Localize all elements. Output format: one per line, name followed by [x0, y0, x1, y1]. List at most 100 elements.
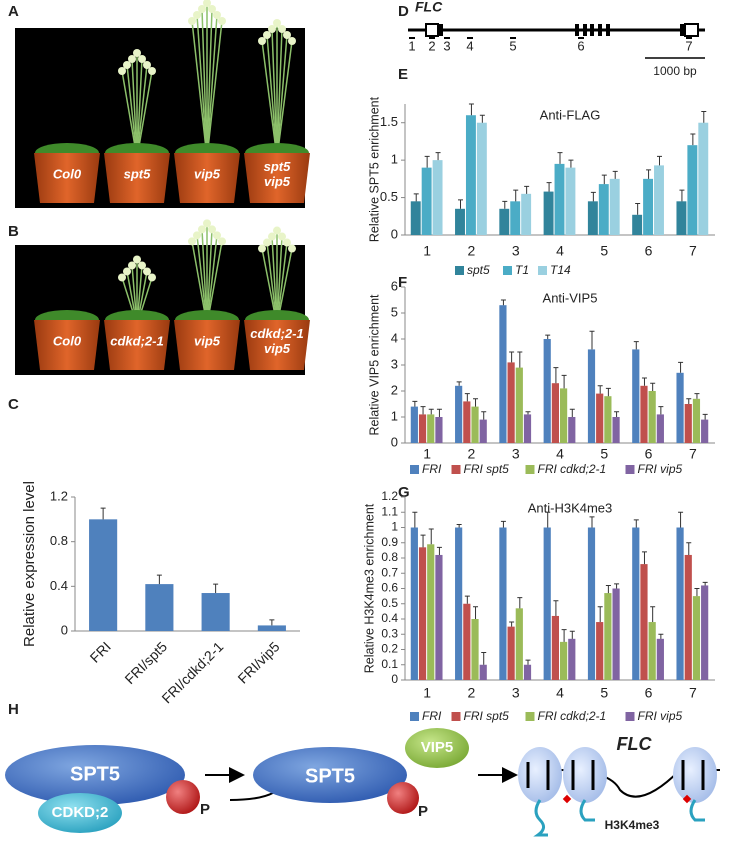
error-bar [509, 351, 515, 363]
panel-letter: G [398, 484, 410, 501]
bar [471, 619, 479, 680]
cdkd [38, 793, 122, 833]
legend-swatch [525, 712, 535, 721]
legend-label: FRI cdkd;2-1 [538, 462, 607, 476]
error-bar [464, 595, 470, 604]
error-bar [428, 528, 434, 545]
bar [604, 593, 612, 680]
error-bar [589, 330, 595, 350]
error-bar [561, 629, 567, 642]
bar [455, 385, 463, 443]
y-tick-label: 1 [391, 152, 398, 167]
error-bar [481, 411, 487, 420]
bar [499, 208, 510, 235]
error-bar [436, 546, 442, 555]
error-bar [690, 133, 696, 146]
y-tick-label: 2 [391, 382, 398, 397]
primer-label: 5 [509, 38, 516, 53]
primer-label: 2 [428, 38, 435, 53]
x-tick-label: 3 [512, 446, 520, 462]
x-tick-label: 5 [600, 446, 608, 462]
error-bar [597, 385, 603, 394]
flower [133, 255, 141, 264]
flower [258, 37, 266, 45]
error-bar [557, 152, 563, 164]
bar [479, 664, 487, 680]
error-bar [686, 542, 692, 555]
bar [676, 527, 684, 680]
plant-label: Col0 [53, 333, 82, 348]
bar [692, 596, 701, 680]
primer-label: 4 [466, 38, 473, 53]
stem [196, 14, 208, 159]
x-tick-label: 6 [645, 243, 653, 259]
panel-letter: F [398, 274, 407, 291]
x-tick-label: 6 [645, 685, 653, 701]
bar [648, 391, 656, 443]
x-tick-label: 2 [468, 446, 476, 462]
error-bar [658, 633, 664, 639]
x-tick-label: 7 [689, 243, 697, 259]
bar [609, 178, 620, 235]
bar [427, 544, 435, 680]
error-bar [702, 413, 708, 420]
bar [523, 414, 532, 443]
flower [203, 219, 211, 228]
legend-swatch [451, 465, 461, 474]
error-bar [473, 398, 479, 407]
flower [198, 225, 206, 234]
bar [463, 603, 471, 680]
label: P [200, 801, 210, 818]
legend-label: FRI spt5 [464, 709, 510, 723]
bar [499, 305, 507, 443]
flower [213, 11, 221, 19]
flower [268, 232, 276, 241]
bar [648, 622, 656, 680]
pot [104, 320, 170, 370]
error-bar [100, 507, 106, 520]
legend-label: FRI vip5 [638, 709, 683, 723]
panel-letter: E [398, 66, 408, 83]
stem [131, 58, 138, 159]
error-bar [601, 174, 607, 185]
bar [201, 593, 230, 631]
flower [193, 11, 201, 19]
error-bar [436, 408, 442, 417]
y-tick-label: 5 [391, 304, 398, 319]
legend-swatch [410, 712, 419, 721]
bar [698, 122, 709, 235]
y-tick-label: 0 [391, 434, 398, 449]
flower [258, 244, 266, 253]
y-tick-label: 1 [391, 408, 398, 423]
legend-swatch [503, 266, 512, 275]
bar [596, 393, 604, 443]
flower [273, 19, 281, 27]
label: SPT5 [305, 765, 355, 787]
primer-label: 1 [408, 38, 415, 53]
stem [126, 64, 138, 159]
error-bar [650, 606, 656, 623]
error-bar [468, 103, 474, 116]
y-tick-label: 0.4 [50, 578, 68, 593]
bar [640, 385, 648, 443]
flower [288, 37, 296, 45]
legend-label: FRI vip5 [638, 462, 683, 476]
panel-letter: H [8, 701, 19, 718]
bar [632, 527, 640, 680]
exon [598, 24, 602, 36]
plant-label: vip5 [194, 166, 221, 181]
bar [410, 406, 418, 443]
bar [676, 201, 687, 235]
bar [89, 519, 118, 631]
exon [590, 24, 594, 36]
bar [701, 585, 709, 680]
error-bar [641, 551, 647, 565]
error-bar [545, 334, 551, 339]
error-bar [679, 189, 685, 202]
y-tick-label: 0.9 [381, 535, 398, 549]
pot [244, 153, 310, 203]
exon [684, 23, 699, 37]
error-bar [412, 511, 418, 528]
primer-label: 7 [685, 38, 692, 53]
error-bar [525, 659, 531, 665]
